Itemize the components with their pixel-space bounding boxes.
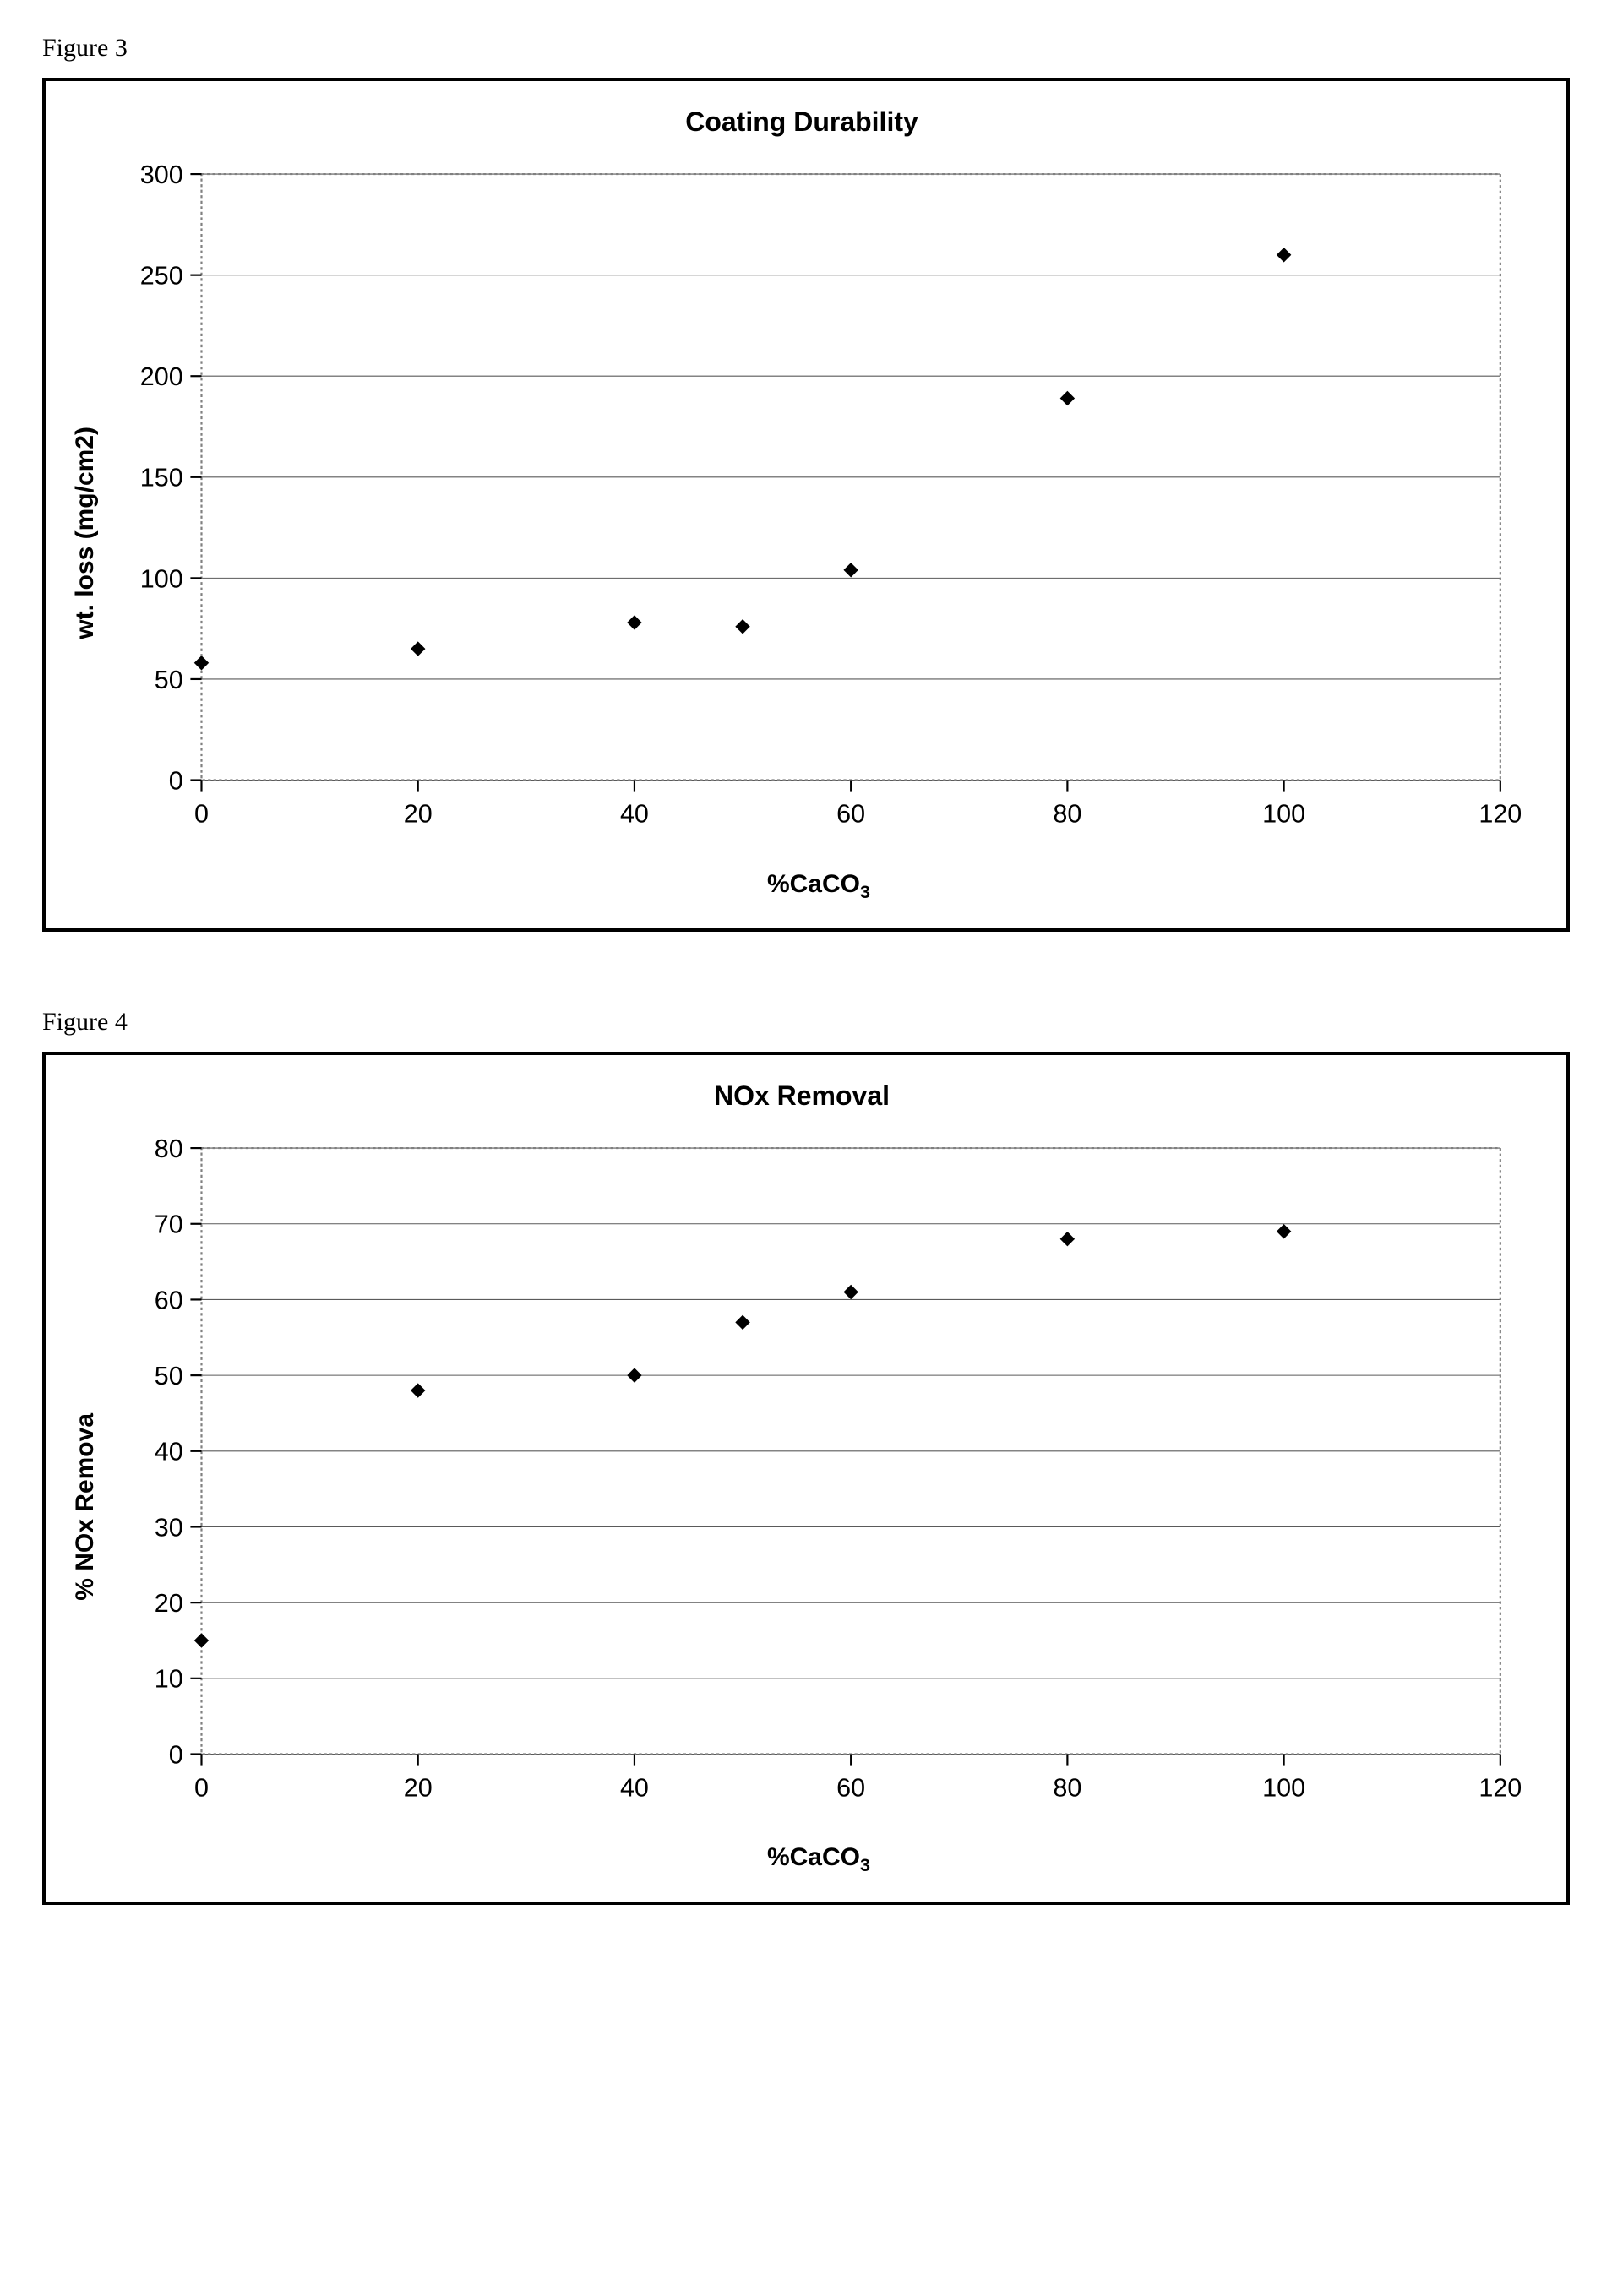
xtick-label: 20: [404, 800, 433, 829]
xtick-label: 40: [620, 800, 649, 829]
ytick-label: 20: [155, 1589, 183, 1618]
xtick-label: 120: [1479, 1773, 1522, 1802]
ytick-label: 100: [140, 564, 183, 593]
x-axis-label-sub: 3: [860, 1854, 870, 1875]
xtick-label: 40: [620, 1773, 649, 1802]
xtick-label: 0: [194, 800, 209, 829]
x-axis-label-sub: 3: [860, 881, 870, 902]
xtick-label: 80: [1053, 800, 1081, 829]
x-axis-label-prefix: %CaCO: [767, 1843, 860, 1871]
y-axis-label: wt. loss (mg/cm2): [71, 427, 100, 639]
x-axis-label-prefix: %CaCO: [767, 870, 860, 898]
ytick-label: 200: [140, 362, 183, 391]
ytick-label: 40: [155, 1437, 183, 1466]
chart-title: NOx Removal: [71, 1080, 1533, 1112]
xtick-label: 60: [836, 1773, 865, 1802]
figure-label: Figure 4: [42, 1008, 1570, 1036]
plot-wrap: wt. loss (mg/cm2) 0 20 40 60 80 100 120 0 50 100 1…: [71, 163, 1533, 903]
chart-container: Coating Durability wt. loss (mg/cm2) 0 20…: [42, 78, 1570, 932]
ytick-label: 250: [140, 262, 183, 291]
chart-container: NOx Removal % NOx Remova 020406080100120…: [42, 1052, 1570, 1906]
ytick-label: 80: [155, 1137, 183, 1163]
chart-title: Coating Durability: [71, 106, 1533, 138]
scatter-plot: 0 20 40 60 80 100 120 0 50 100 150 200 250 300: [105, 163, 1533, 863]
plot-column: 0 20 40 60 80 100 120 0 50 100 150 200 250 300 %CaCO3: [105, 163, 1533, 903]
figure-label: Figure 3: [42, 34, 1570, 63]
plot-column: 0 20 40 60 80 100 120 0 10 20 30 40 50 60 70 80 %CaCO3: [105, 1137, 1533, 1877]
ytick-label: 150: [140, 464, 183, 492]
xtick-label: 20: [404, 1773, 433, 1802]
xtick-label: 80: [1053, 1773, 1081, 1802]
xtick-label: 100: [1262, 1773, 1305, 1802]
ytick-label: 60: [155, 1286, 183, 1314]
xtick-label: 0: [194, 1773, 209, 1802]
ytick-label: 30: [155, 1513, 183, 1542]
x-axis-label: %CaCO3: [105, 1843, 1533, 1876]
y-axis-label: % NOx Remova: [71, 1413, 100, 1601]
ytick-label: 300: [140, 163, 183, 189]
x-axis-label: %CaCO3: [105, 870, 1533, 903]
ytick-label: 0: [169, 1740, 183, 1769]
ytick-label: 10: [155, 1664, 183, 1693]
ytick-label: 50: [155, 1362, 183, 1390]
xtick-label: 120: [1479, 800, 1522, 829]
xtick-label: 100: [1262, 800, 1305, 829]
xtick-label: 60: [836, 800, 865, 829]
scatter-plot: 0 20 40 60 80 100 120 0 10 20 30 40 50 60 70 80: [105, 1137, 1533, 1837]
ytick-label: 70: [155, 1210, 183, 1238]
ytick-label: 50: [155, 666, 183, 694]
ytick-label: 0: [169, 766, 183, 795]
plot-wrap: % NOx Remova 0 20 40 60 80 100 120 0 10 20 30 40 50 6…: [71, 1137, 1533, 1877]
